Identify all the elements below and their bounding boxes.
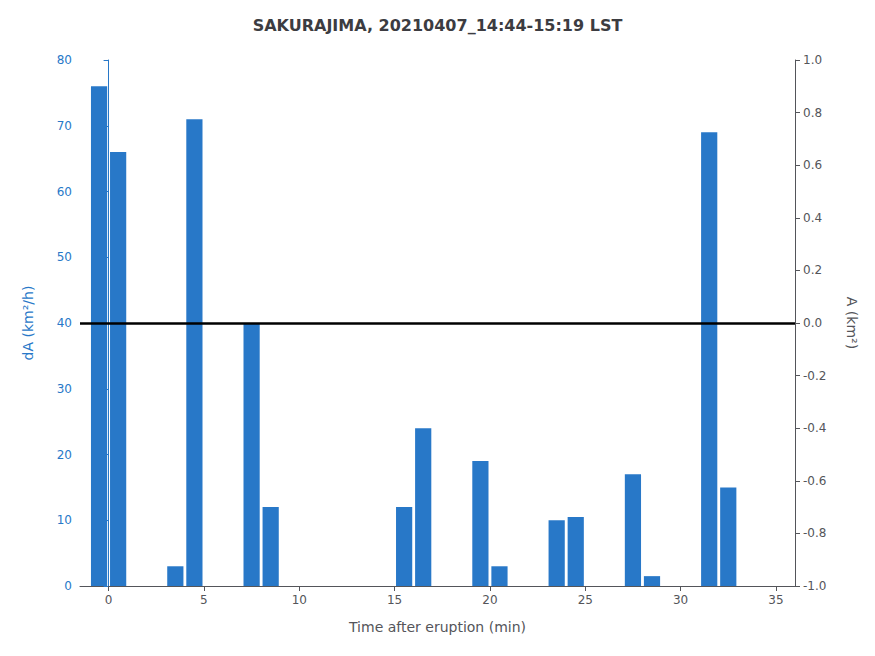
- svg-text:0.8: 0.8: [803, 106, 822, 120]
- svg-text:dA (km²/h): dA (km²/h): [20, 286, 36, 361]
- svg-text:-0.4: -0.4: [803, 421, 826, 435]
- svg-text:20: 20: [482, 593, 497, 607]
- svg-text:60: 60: [57, 185, 72, 199]
- svg-text:35: 35: [768, 593, 783, 607]
- svg-text:30: 30: [57, 382, 72, 396]
- svg-text:1.0: 1.0: [803, 53, 822, 67]
- svg-text:40: 40: [57, 316, 72, 330]
- svg-text:-0.2: -0.2: [803, 369, 826, 383]
- svg-text:A (km²): A (km²): [844, 297, 860, 349]
- svg-text:15: 15: [387, 593, 402, 607]
- svg-text:20: 20: [57, 448, 72, 462]
- svg-text:Time after eruption (min): Time after eruption (min): [348, 619, 526, 635]
- svg-text:30: 30: [673, 593, 688, 607]
- svg-text:0: 0: [64, 579, 72, 593]
- svg-text:50: 50: [57, 250, 72, 264]
- svg-text:25: 25: [578, 593, 593, 607]
- svg-text:-0.8: -0.8: [803, 526, 826, 540]
- svg-text:0.4: 0.4: [803, 211, 822, 225]
- svg-text:80: 80: [57, 53, 72, 67]
- svg-text:10: 10: [57, 513, 72, 527]
- svg-text:0.2: 0.2: [803, 263, 822, 277]
- svg-text:5: 5: [200, 593, 208, 607]
- svg-text:0: 0: [105, 593, 113, 607]
- svg-text:70: 70: [57, 119, 72, 133]
- svg-text:-0.6: -0.6: [803, 474, 826, 488]
- svg-text:0.0: 0.0: [803, 316, 822, 330]
- svg-text:10: 10: [292, 593, 307, 607]
- svg-text:0.6: 0.6: [803, 158, 822, 172]
- svg-text:-1.0: -1.0: [803, 579, 826, 593]
- svg-text:SAKURAJIMA, 20210407_14:44-15:: SAKURAJIMA, 20210407_14:44-15:19 LST: [253, 16, 623, 35]
